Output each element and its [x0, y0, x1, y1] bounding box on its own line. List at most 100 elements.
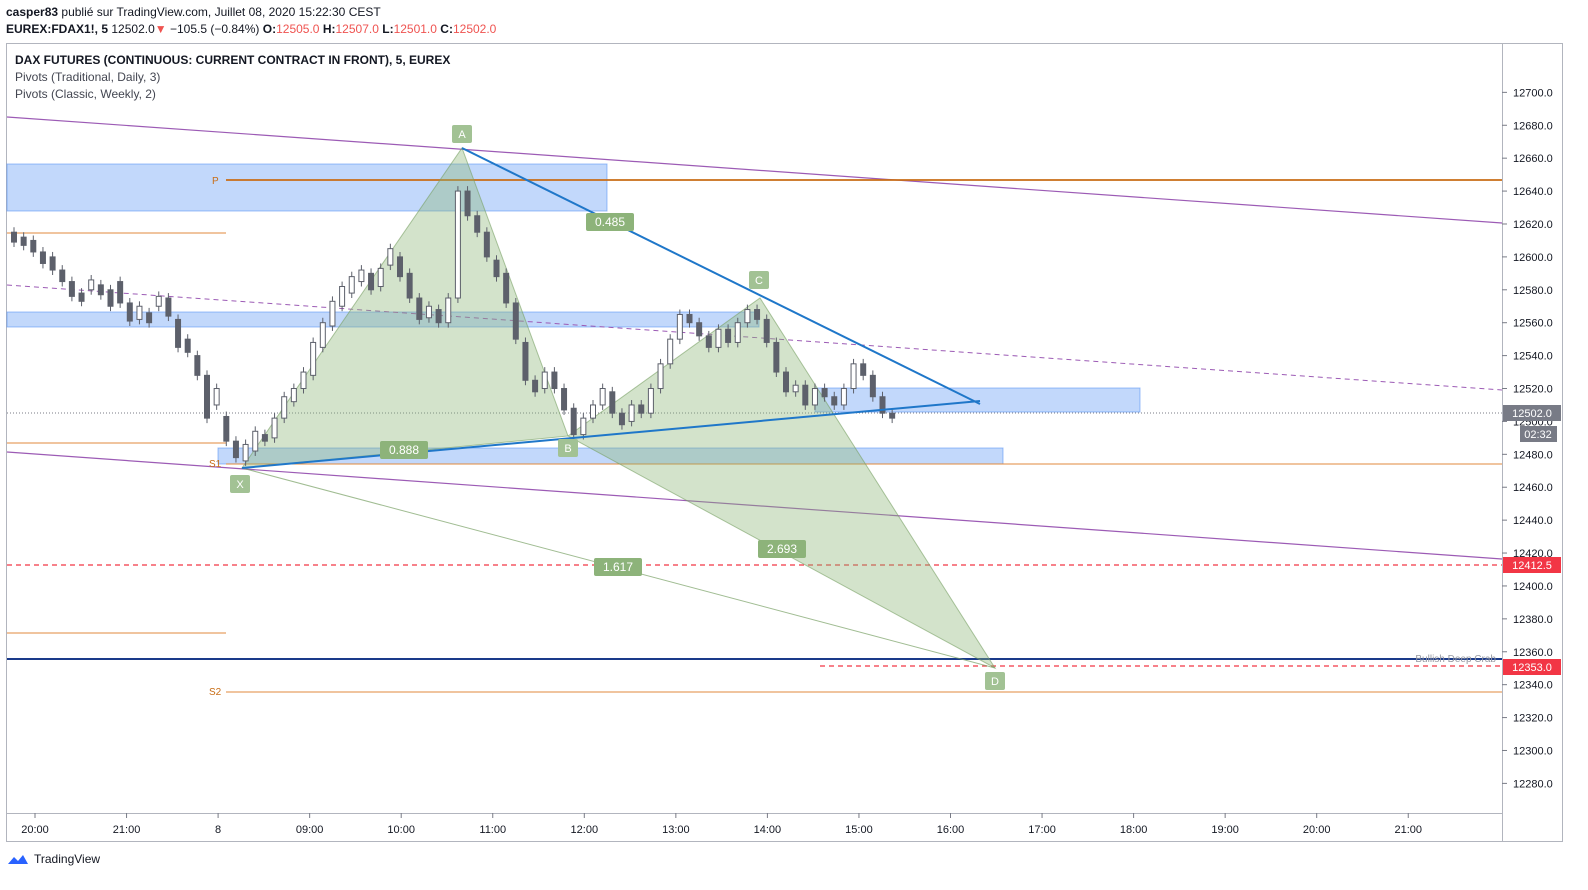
candle: [532, 375, 539, 397]
candle: [126, 298, 133, 326]
candle: [319, 317, 326, 353]
close-label: C:: [440, 22, 453, 36]
candle: [445, 293, 452, 328]
candle-body: [348, 276, 355, 294]
price-tick-label: 12620.0: [1513, 219, 1553, 231]
pattern-point-label: A: [458, 129, 466, 141]
candle: [339, 281, 346, 312]
channel-lower-line: [6, 451, 1503, 560]
price-tag-label: 12353.0: [1512, 662, 1552, 674]
candle: [358, 265, 365, 287]
candle-body: [416, 297, 423, 320]
candle: [580, 413, 587, 440]
author-name[interactable]: casper83: [6, 5, 59, 19]
channel-lines: [6, 116, 1503, 560]
price-tick-label: 12560.0: [1513, 318, 1553, 330]
candle-body: [165, 297, 172, 317]
low-label: L:: [382, 22, 394, 36]
time-tick-label: 8: [215, 824, 221, 836]
candle-body: [59, 269, 66, 283]
price-axis-frame: [1502, 43, 1563, 842]
candle: [783, 367, 789, 397]
pivot-s2-label: S2: [209, 687, 222, 698]
time-tick-label: 12:00: [571, 824, 599, 836]
candle-body: [117, 281, 124, 304]
candle: [561, 383, 568, 415]
down-triangle-icon: ▼: [154, 22, 167, 36]
candle-body: [763, 318, 770, 343]
candle: [850, 358, 857, 394]
candle-body: [146, 312, 153, 324]
pattern-name-label: Bullish Deep Crab: [1415, 654, 1496, 665]
triangle-lines: [241, 147, 981, 469]
candle-body: [358, 269, 365, 283]
price-tick-label: 12700.0: [1513, 87, 1553, 99]
price-tags: 12502.0 02:32 12412.5 12353.0: [1503, 405, 1561, 675]
time-tick-label: 09:00: [296, 824, 324, 836]
candle-body: [599, 388, 606, 406]
time-axis[interactable]: 20:00 21:00 8 09:00 10:00 11:00 12:00 13:00 14:0…: [21, 813, 1422, 836]
candle: [599, 383, 606, 410]
candle-body: [522, 341, 529, 381]
candle: [155, 291, 162, 312]
candle: [281, 391, 288, 424]
candle: [512, 298, 519, 345]
candle-body: [339, 286, 346, 307]
candle: [763, 314, 770, 348]
high-value: 12507.0: [335, 22, 379, 36]
candle-body: [97, 284, 104, 296]
candle: [300, 367, 307, 394]
candle-body: [300, 371, 307, 390]
candle: [744, 304, 751, 328]
price-change: −105.5 (−0.84%): [170, 22, 260, 36]
candle-body: [580, 417, 587, 436]
channel-upper-line: [6, 116, 1503, 224]
pattern-ratio-label: 0.485: [595, 215, 625, 229]
candle-body: [483, 231, 490, 258]
candle: [590, 400, 596, 424]
indicator-pivots-weekly[interactable]: Pivots (Classic, Weekly, 2): [15, 87, 156, 101]
candle-body: [715, 328, 722, 348]
price-tick-label: 12320.0: [1513, 713, 1553, 725]
candle-body: [860, 363, 867, 376]
time-tick-label: 13:00: [662, 824, 690, 836]
candle: [406, 268, 413, 303]
candle-body: [850, 363, 857, 390]
candle-body: [252, 430, 259, 452]
pattern-point-label: B: [564, 443, 571, 455]
candle: [377, 263, 384, 292]
zone-upper: [6, 163, 608, 212]
candle-body: [175, 318, 182, 348]
triangle-upper-line: [461, 147, 981, 405]
candle-body: [676, 313, 683, 340]
candle: [734, 317, 741, 348]
time-tick-label: 16:00: [937, 824, 965, 836]
candle-body: [773, 341, 780, 373]
time-tick-label: 21:00: [1394, 824, 1422, 836]
candle: [696, 317, 703, 341]
pattern-point-label: X: [236, 479, 244, 491]
candle: [879, 391, 886, 419]
candle: [30, 235, 37, 257]
candle-body: [184, 338, 191, 353]
pivot-s1-label: S1: [209, 459, 222, 470]
last-price: 12502.0: [111, 22, 155, 36]
candle: [454, 186, 461, 303]
time-tick-label: 20:00: [1303, 824, 1331, 836]
triangle-lower-line: [241, 400, 981, 469]
pivot-p-label: P: [212, 176, 219, 187]
candle: [290, 383, 297, 407]
candle-body: [754, 309, 761, 320]
chart-title: DAX FUTURES (CONTINUOUS: CURRENT CONTRAC…: [15, 53, 451, 67]
tradingview-logo[interactable]: TradingView: [6, 852, 100, 866]
candle: [78, 288, 85, 307]
indicator-pivots-daily[interactable]: Pivots (Traditional, Daily, 3): [15, 70, 161, 84]
candle-body: [126, 302, 133, 322]
time-tick-label: 17:00: [1028, 824, 1056, 836]
candle-body: [242, 443, 249, 462]
time-tick-label: 10:00: [387, 824, 415, 836]
price-tag-box: [1520, 426, 1557, 442]
candle-body: [705, 335, 712, 348]
candle-body: [39, 251, 46, 264]
